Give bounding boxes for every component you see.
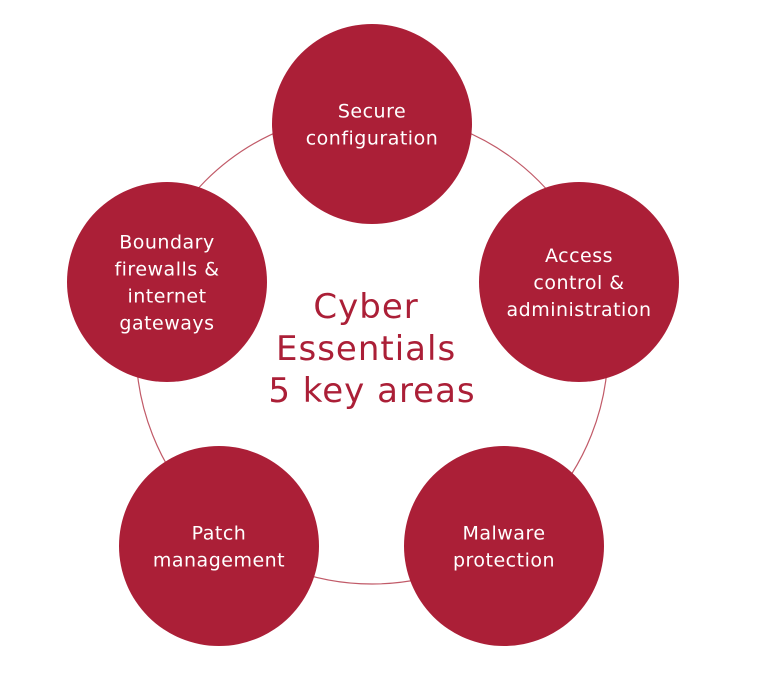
area-label-line: administration <box>506 299 651 321</box>
area-label-access-control: Access control & administration <box>506 245 651 321</box>
area-label-line: Patch <box>192 523 247 545</box>
area-label-line: Access <box>545 245 613 267</box>
area-label-line: gateways <box>119 313 214 335</box>
area-node-malware-protection: Malware protection <box>404 446 604 646</box>
area-node-patch-management: Patch management <box>119 446 319 646</box>
area-label-line: Malware <box>462 523 545 545</box>
area-circle-boundary-firewalls <box>67 182 267 382</box>
area-label-line: Secure <box>338 101 406 123</box>
area-circle-malware-protection <box>404 446 604 646</box>
area-label-patch-management: Patch management <box>153 523 285 572</box>
area-node-access-control: Access control & administration <box>479 182 679 382</box>
center-title-line-1: Cyber <box>313 287 418 327</box>
area-label-line: protection <box>453 550 555 572</box>
area-label-line: internet <box>127 286 206 308</box>
area-label-line: firewalls & <box>114 259 219 281</box>
area-circle-secure-configuration <box>272 24 472 224</box>
area-label-malware-protection: Malware protection <box>453 523 555 572</box>
area-label-secure-configuration: Secure configuration <box>306 101 439 150</box>
area-node-secure-configuration: Secure configuration <box>272 24 472 224</box>
area-nodes: Secure configuration Access control & admini… <box>67 24 679 646</box>
area-circle-access-control <box>479 182 679 382</box>
area-circle-patch-management <box>119 446 319 646</box>
area-node-boundary-firewalls: Boundary firewalls & internet gateways <box>67 182 267 382</box>
area-label-line: control & <box>533 272 624 294</box>
area-label-line: configuration <box>306 128 439 150</box>
area-label-boundary-firewalls: Boundary firewalls & internet gateways <box>114 232 219 335</box>
center-title-line-3: 5 key areas <box>268 371 475 411</box>
center-title: Cyber Essentials 5 key areas <box>268 287 475 411</box>
center-title-line-2: Essentials <box>276 329 456 369</box>
area-label-line: Boundary <box>119 232 215 254</box>
area-label-line: management <box>153 550 285 572</box>
